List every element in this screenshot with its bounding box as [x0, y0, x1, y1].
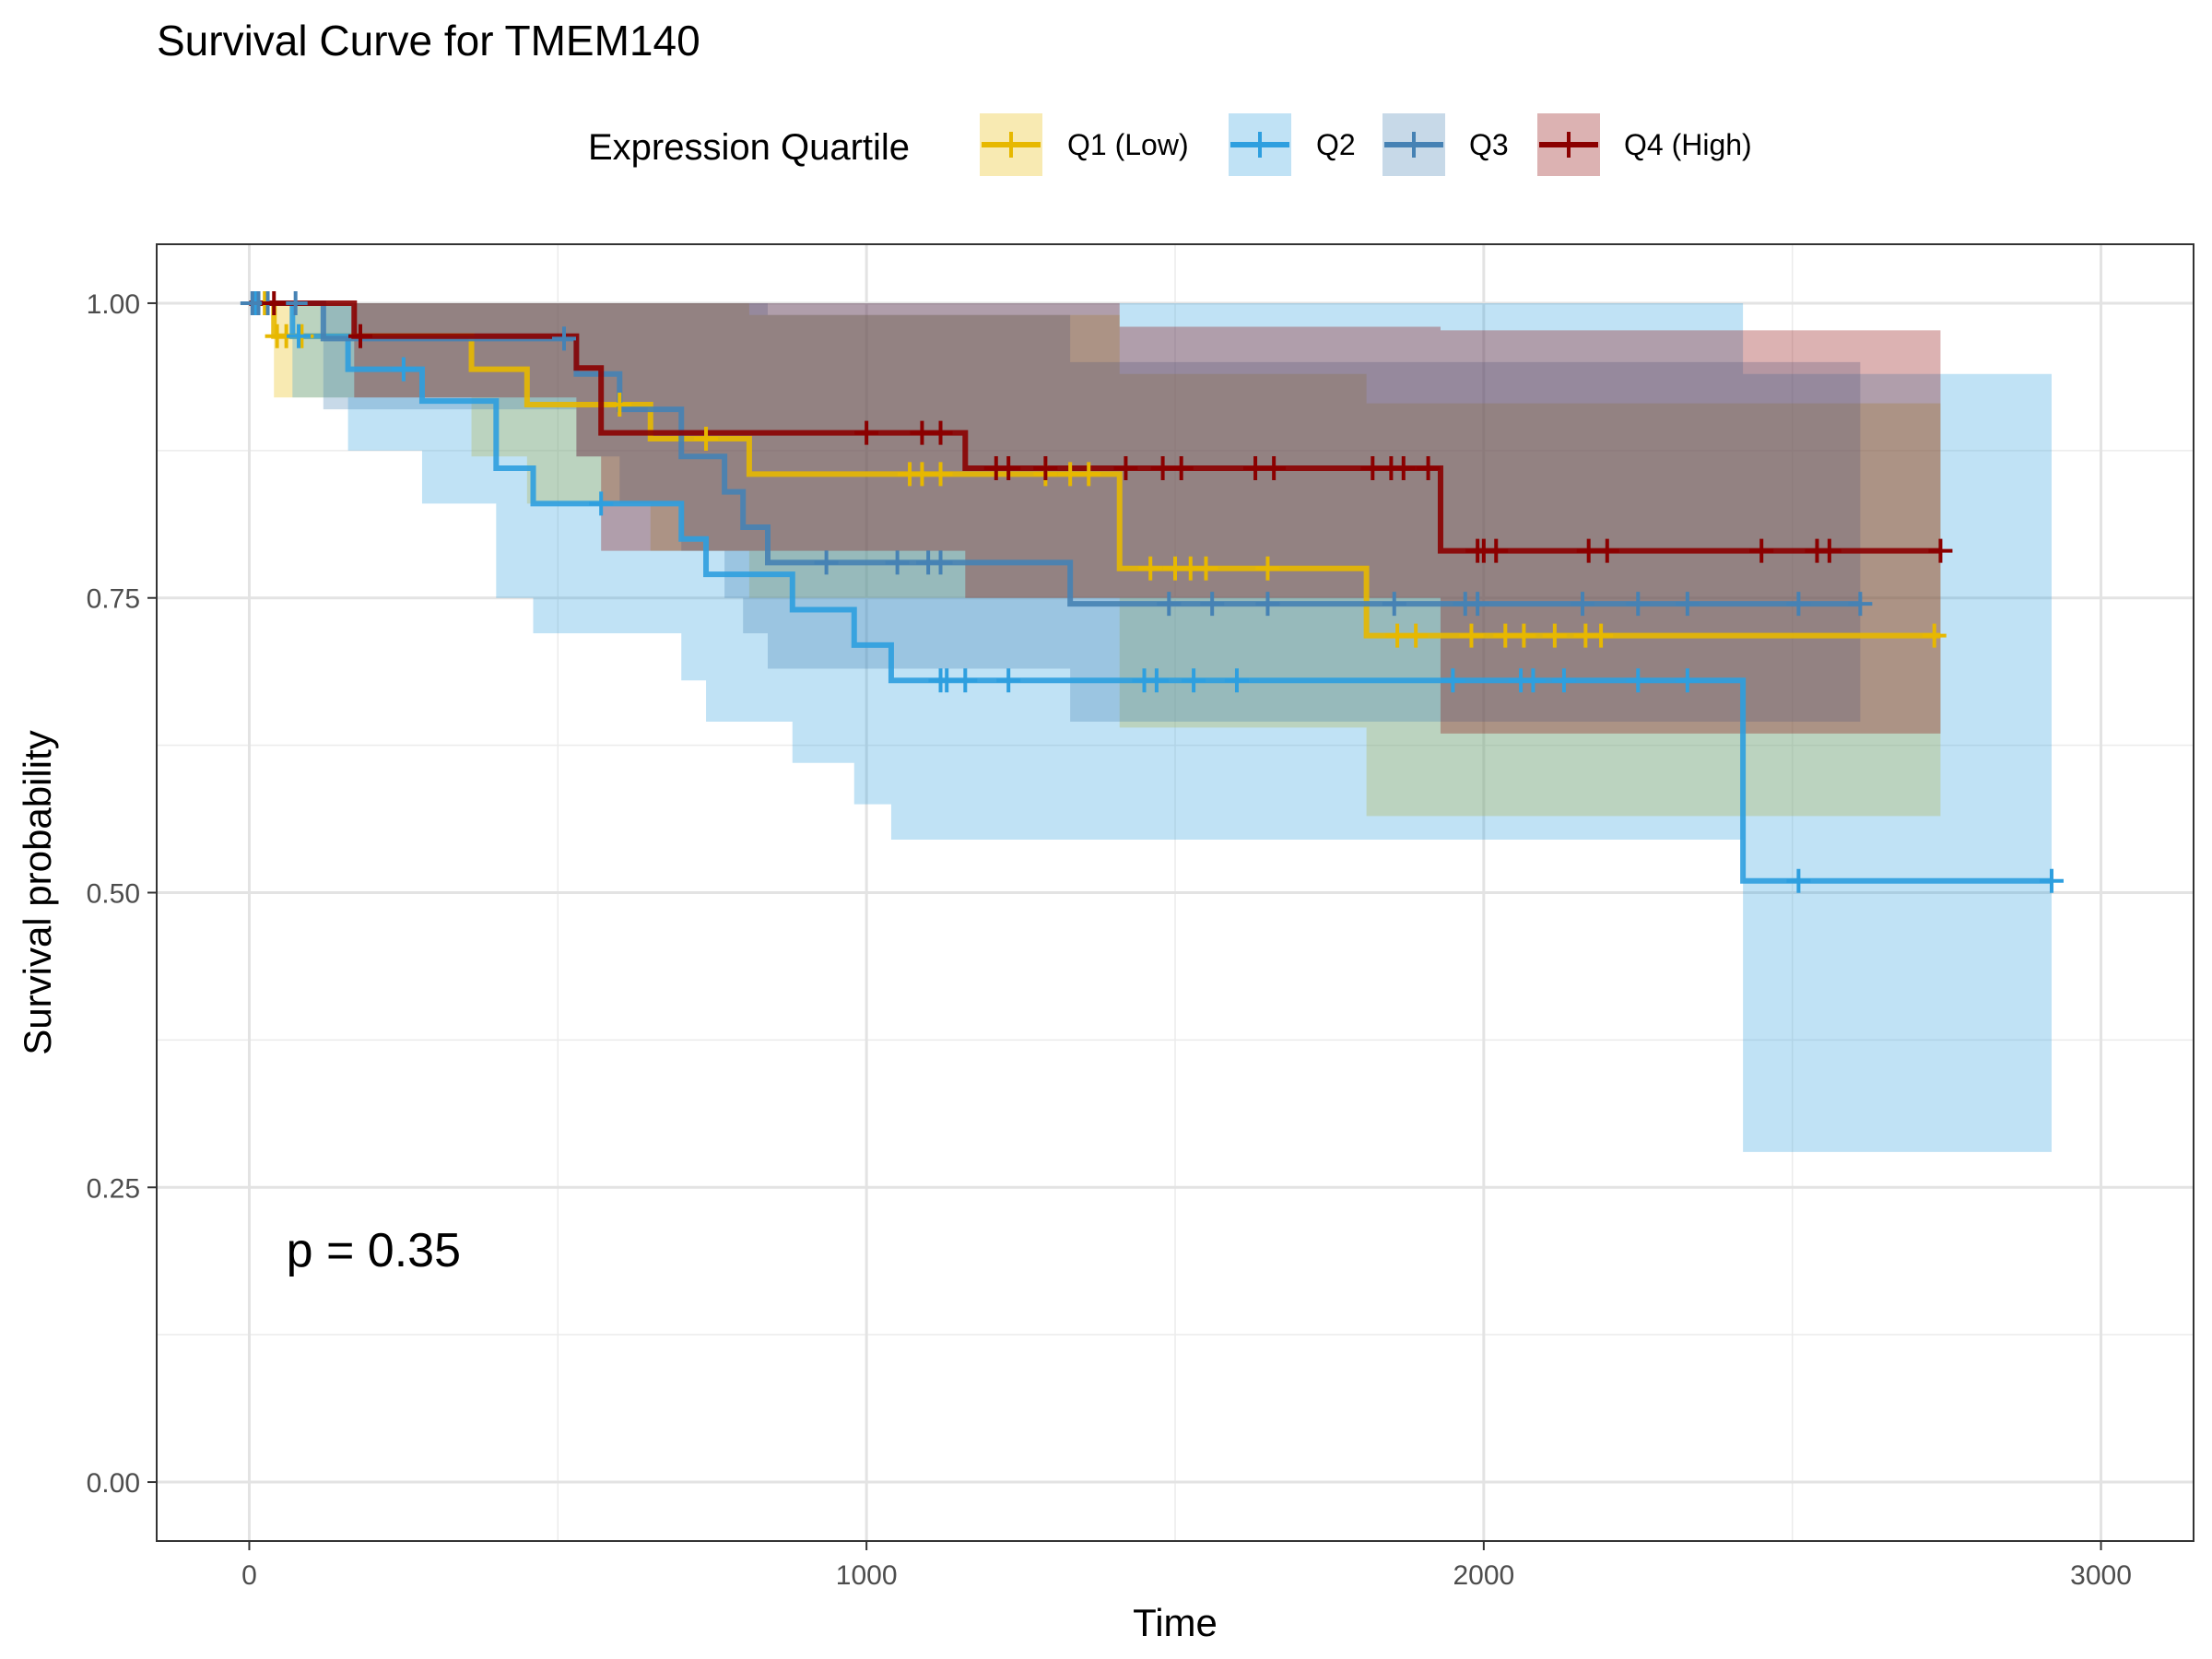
censor-mark-q1-low [694, 427, 719, 452]
censor-mark-q2 [1224, 668, 1249, 693]
censor-marks [240, 290, 2064, 893]
censor-mark-q2 [1675, 668, 1700, 693]
censor-mark-q3 [1200, 592, 1225, 617]
censor-mark-q1-low [1194, 556, 1218, 581]
censor-mark-q3 [885, 550, 910, 575]
censor-mark-q3 [1675, 592, 1700, 617]
censor-mark-q1-low [607, 392, 632, 417]
x-tick-label: 3000 [2070, 1560, 2132, 1591]
chart-title: Survival Curve for TMEM140 [157, 17, 700, 65]
censor-mark-q4-high [1749, 538, 1774, 563]
censor-mark-q2 [1551, 668, 1576, 693]
censor-mark-q2 [589, 491, 614, 516]
curve-q2 [249, 300, 2052, 884]
censor-mark-q2 [1441, 668, 1465, 693]
y-tick-label: 0.50 [87, 879, 140, 910]
legend-label-q3: Q3 [1469, 128, 1509, 161]
censor-mark-q1-low [1459, 623, 1484, 648]
censor-mark-q4-high [854, 420, 879, 445]
censor-mark-q1-low [1589, 623, 1614, 648]
axes: 0 1000 2000 3000 0.00 0.25 0.50 0.75 1.00 [87, 289, 2132, 1591]
censor-mark-q2 [2039, 868, 2064, 893]
censor-mark-q2 [1144, 668, 1169, 693]
censor-mark-q2 [996, 668, 1021, 693]
x-tick-label: 2000 [1453, 1560, 1514, 1591]
censor-mark-q2 [1182, 668, 1206, 693]
censor-mark-q3 [1465, 592, 1490, 617]
censor-mark-q1-low [1138, 556, 1163, 581]
y-tick-label: 0.00 [87, 1468, 140, 1499]
censor-mark-q4-high [262, 290, 287, 315]
censor-mark-q3 [814, 550, 839, 575]
censor-mark-q4-high [1391, 456, 1416, 481]
censor-mark-q2 [1786, 868, 1811, 893]
censor-mark-q3 [1786, 592, 1811, 617]
legend: Expression Quartile Q1 (Low) Q2 Q3 Q4 (High… [588, 113, 1752, 176]
censor-mark-q1-low [1922, 623, 1947, 648]
censor-mark-q1-low [1512, 623, 1536, 648]
y-axis-label: Survival probability [16, 730, 59, 1055]
censor-mark-q1-low [1255, 556, 1280, 581]
censor-mark-q3 [283, 290, 308, 315]
ribbon-q2 [249, 302, 2052, 1152]
censor-mark-q2 [1626, 668, 1651, 693]
censor-mark-q2 [391, 357, 416, 382]
y-tick-label: 0.75 [87, 584, 140, 615]
censor-mark-q3 [1626, 592, 1651, 617]
censor-mark-q1-low [1404, 623, 1429, 648]
legend-item-q1-low: Q1 (Low) [980, 113, 1189, 176]
censor-mark-q4-high [1484, 538, 1509, 563]
censor-mark-q4-high [1033, 456, 1058, 481]
censor-mark-q2 [953, 668, 978, 693]
legend-item-q3: Q3 [1382, 113, 1509, 176]
curve-q4-high [249, 300, 1941, 554]
censor-mark-q4-high [348, 324, 372, 348]
censor-mark-q3 [1255, 592, 1280, 617]
censor-mark-q4-high [1113, 456, 1138, 481]
plot-area [156, 243, 2194, 1542]
censor-mark-q3 [1157, 592, 1182, 617]
censor-mark-q3 [1848, 592, 1873, 617]
censor-mark-q4-high [1928, 538, 1953, 563]
x-axis-label: Time [1133, 1601, 1218, 1644]
censor-mark-q3 [552, 326, 576, 351]
censor-mark-q4-high [928, 420, 953, 445]
censor-mark-q4-high [1594, 538, 1619, 563]
y-tick-label: 0.25 [87, 1173, 140, 1204]
legend-item-q2: Q2 [1229, 113, 1356, 176]
x-tick-label: 1000 [836, 1560, 898, 1591]
legend-label-q1-low: Q1 (Low) [1067, 128, 1189, 161]
censor-mark-q4-high [996, 456, 1021, 481]
grid-lines [157, 244, 2194, 1541]
legend-label-q4-high: Q4 (High) [1624, 128, 1752, 161]
censor-mark-q3 [928, 550, 953, 575]
censor-mark-q4-high [1169, 456, 1194, 481]
censor-mark-q4-high [1262, 456, 1287, 481]
p-value-annotation: p = 0.35 [287, 1224, 461, 1277]
censor-mark-q3 [1571, 592, 1594, 617]
censor-mark-q1-low [928, 462, 953, 487]
censor-mark-q4-high [1817, 538, 1841, 563]
censor-mark-q3 [1382, 592, 1406, 617]
censor-mark-q1-low [1542, 623, 1567, 648]
censor-mark-q1-low [1077, 462, 1101, 487]
legend-title: Expression Quartile [588, 127, 910, 168]
y-tick-label: 1.00 [87, 289, 140, 320]
x-tick-label: 0 [241, 1560, 257, 1591]
censor-mark-q4-high [1416, 456, 1441, 481]
censor-mark-q2 [287, 324, 312, 348]
legend-label-q2: Q2 [1316, 128, 1356, 161]
legend-item-q4-high: Q4 (High) [1537, 113, 1752, 176]
censor-mark-q2 [1521, 668, 1546, 693]
